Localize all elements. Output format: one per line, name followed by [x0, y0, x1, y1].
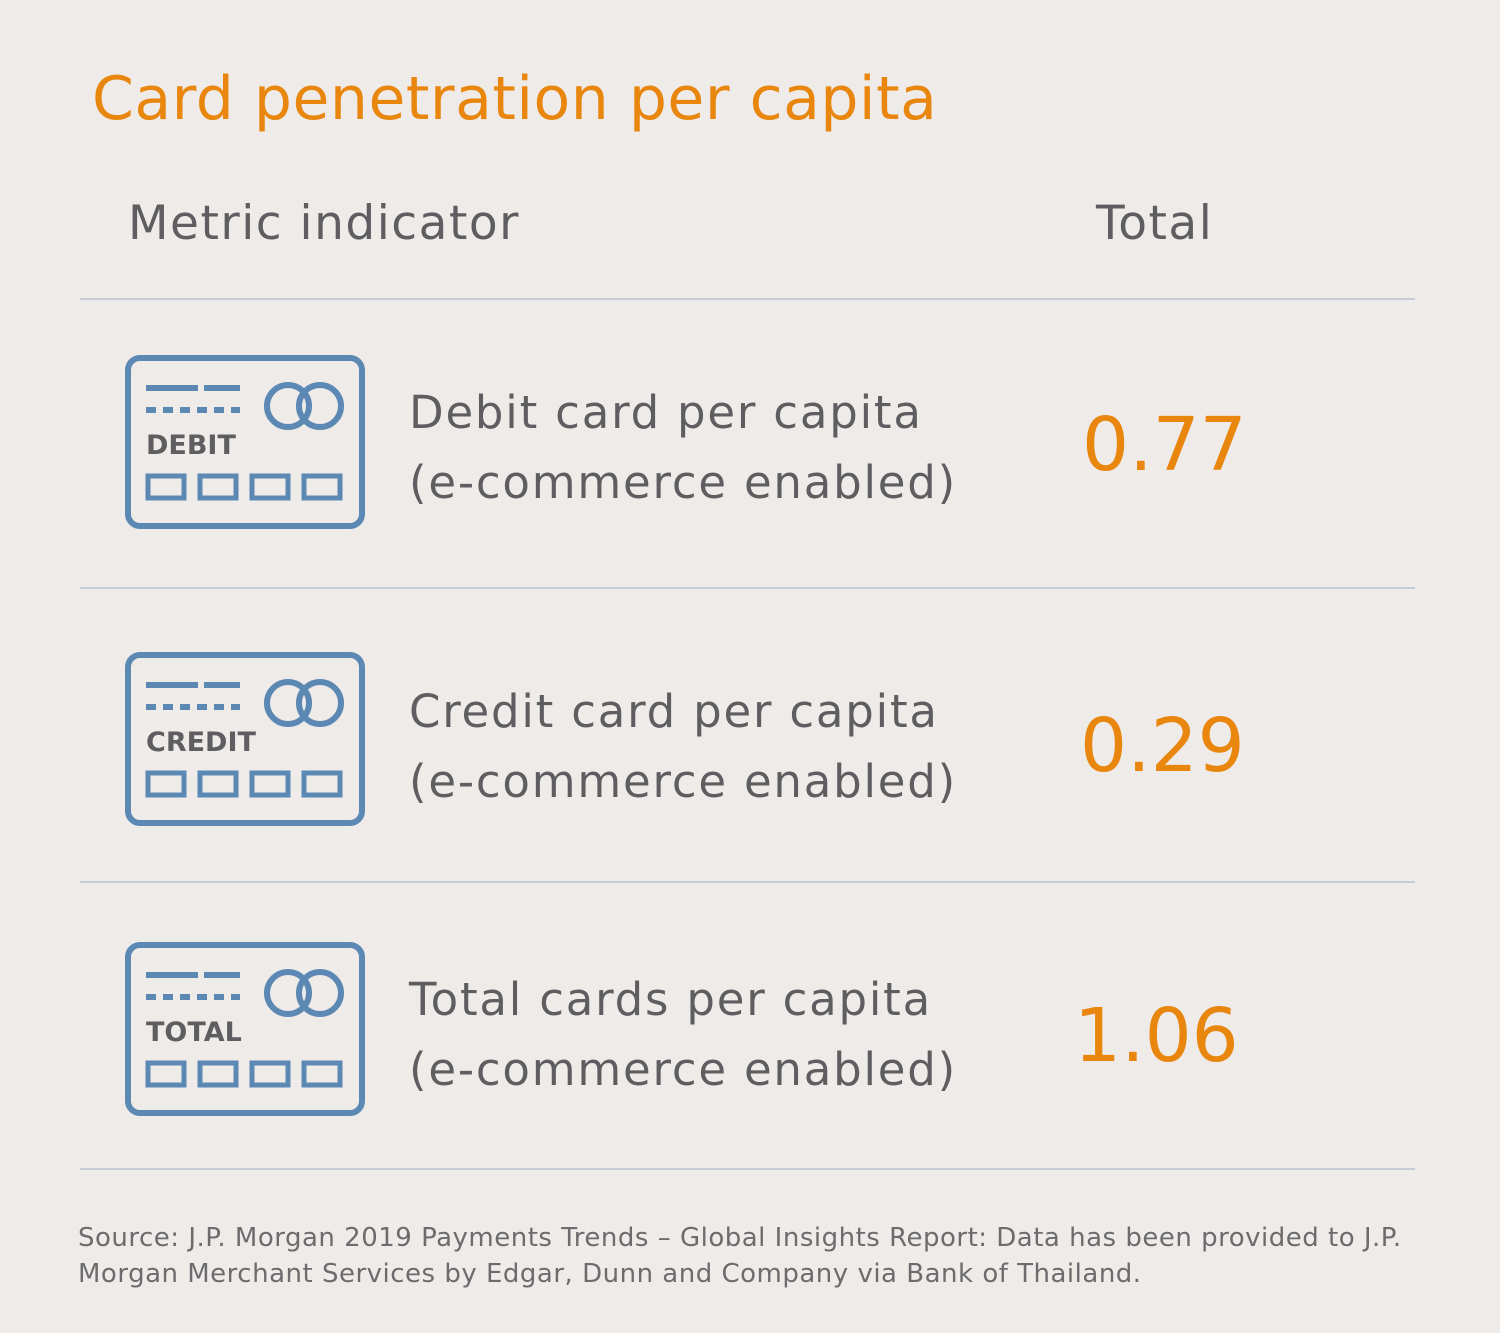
metric-line2: (e-commerce enabled)	[409, 755, 958, 808]
value-debit: 0.77	[1082, 402, 1247, 488]
table-row-debit: DEBIT Debit card per capita (e-commerce …	[0, 354, 1500, 534]
divider	[80, 1168, 1415, 1170]
source-note: Source: J.P. Morgan 2019 Payments Trends…	[78, 1223, 1402, 1289]
metric-line1: Debit card per capita	[409, 386, 923, 439]
total-card-icon: TOTAL	[124, 941, 368, 1121]
table-row-credit: CREDIT Credit card per capita (e-commerc…	[0, 651, 1500, 831]
metric-line2: (e-commerce enabled)	[409, 456, 958, 509]
divider	[80, 298, 1415, 300]
metric-label-total: Total cards per capita (e-commerce enabl…	[409, 965, 957, 1105]
card-label: CREDIT	[146, 727, 257, 758]
metric-line2: (e-commerce enabled)	[409, 1043, 958, 1096]
value-total: 1.06	[1074, 993, 1239, 1079]
card-label: DEBIT	[146, 430, 236, 461]
divider	[80, 881, 1415, 883]
metric-line1: Credit card per capita	[409, 685, 939, 738]
metric-line1: Total cards per capita	[409, 973, 932, 1026]
debit-card-icon: DEBIT	[124, 354, 368, 534]
credit-card-icon: CREDIT	[124, 651, 368, 831]
value-credit: 0.29	[1080, 703, 1245, 789]
table-row-total: TOTAL Total cards per capita (e-commerce…	[0, 941, 1500, 1121]
page-title: Card penetration per capita	[92, 64, 938, 134]
divider	[80, 587, 1415, 589]
metric-label-credit: Credit card per capita (e-commerce enabl…	[409, 677, 957, 817]
header-metric-indicator: Metric indicator	[128, 196, 520, 251]
header-total: Total	[1096, 196, 1214, 251]
card-label: TOTAL	[146, 1017, 242, 1048]
metric-label-debit: Debit card per capita (e-commerce enable…	[409, 378, 957, 518]
